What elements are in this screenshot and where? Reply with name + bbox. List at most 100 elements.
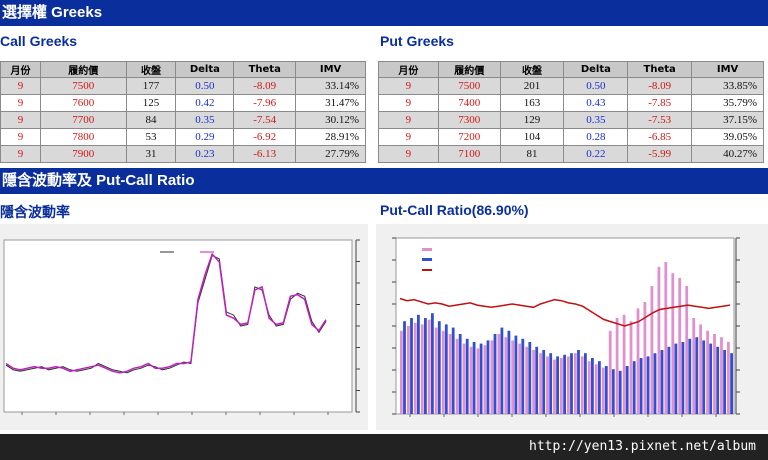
call-volume-bar [587, 361, 591, 414]
table-row: 9 7600 125 0.42 -7.96 31.47% [0, 94, 366, 112]
put-volume-bar [577, 350, 580, 414]
theta-cell: -7.96 [233, 94, 297, 112]
call-volume-bar [413, 322, 417, 414]
call-volume-bar [455, 338, 459, 414]
put-greeks-table: 月份 履約價 收盤 Delta Theta IMV 9 7500 201 0.50 -8.09 33… [378, 61, 764, 163]
put-volume-bar [431, 313, 434, 414]
strike-cell: 7500 [39, 77, 127, 95]
close-cell: 84 [125, 111, 177, 129]
column-header: Theta [627, 61, 693, 78]
call-volume-bar [580, 356, 584, 414]
column-header: 月份 [0, 61, 41, 78]
put-volume-bar [500, 327, 504, 414]
put-volume-bar [570, 353, 573, 414]
call-volume-bar [532, 350, 535, 414]
month-cell: 9 [0, 145, 41, 163]
table-row: 9 7400 163 0.43 -7.85 35.79% [378, 94, 764, 112]
legend-swatch [422, 258, 432, 261]
call-volume-bar [434, 327, 438, 414]
close-cell: 104 [499, 128, 565, 146]
theta-cell: -8.09 [627, 77, 693, 95]
imv-cell: 37.15% [691, 111, 764, 129]
put-volume-bar [709, 343, 713, 414]
column-header: 履約價 [39, 61, 127, 78]
column-header: Theta [233, 61, 297, 78]
put-volume-bar [598, 361, 601, 414]
pcr-chart [392, 237, 740, 417]
imv-cell: 40.27% [691, 145, 764, 163]
call-volume-bar [441, 330, 445, 414]
theta-cell: -6.92 [233, 128, 297, 146]
put-volume-bar [451, 327, 455, 414]
call-volume-bar [560, 358, 563, 414]
put-volume-bar [556, 356, 559, 414]
theta-cell: -5.99 [627, 145, 693, 163]
put-volume-bar [465, 338, 469, 414]
call-volume-bar [622, 314, 626, 414]
put-volume-bar [695, 337, 699, 414]
put-volume-bar [437, 321, 441, 414]
put-volume-bar [528, 342, 532, 414]
table-row: 9 7900 31 0.23 -6.13 27.79% [0, 145, 366, 163]
call-volume-bar [567, 356, 570, 414]
strike-cell: 7500 [437, 77, 501, 95]
column-header: 履約價 [437, 61, 501, 78]
put-volume-bar [514, 335, 518, 414]
imv-cell: 27.79% [295, 145, 366, 163]
column-header: 月份 [378, 61, 439, 78]
call-volume-bar [636, 308, 640, 414]
call-volume-bar [427, 319, 431, 414]
delta-cell: 0.22 [563, 145, 629, 163]
call-volume-bar [539, 353, 542, 414]
call-volume-bar [601, 367, 605, 414]
month-cell: 9 [0, 94, 41, 112]
series-line [5, 252, 327, 374]
close-cell: 81 [499, 145, 565, 163]
put-volume-bar [549, 353, 553, 414]
call-volume-bar [407, 326, 410, 414]
put-volume-bar [486, 340, 490, 414]
close-cell: 201 [499, 77, 565, 95]
theta-cell: -7.85 [627, 94, 693, 112]
close-cell: 31 [125, 145, 177, 163]
call-volume-bar [664, 262, 668, 414]
column-header: Delta [175, 61, 235, 78]
pcr-line [399, 297, 731, 327]
month-cell: 9 [378, 111, 439, 129]
month-cell: 9 [378, 94, 439, 112]
imv-cell: 28.91% [295, 128, 366, 146]
put-volume-bar [507, 330, 511, 414]
call-volume-bar [692, 318, 696, 414]
call-volume-bar [615, 318, 619, 414]
call-volume-bar [699, 324, 702, 414]
table-row: 9 7700 84 0.35 -7.54 30.12% [0, 111, 366, 129]
month-cell: 9 [0, 128, 41, 146]
put-volume-bar [723, 350, 726, 414]
close-cell: 125 [125, 94, 177, 112]
put-greeks-title: Put Greeks [380, 33, 454, 49]
put-volume-bar [646, 356, 650, 414]
strike-cell: 7400 [437, 94, 501, 112]
close-cell: 129 [499, 111, 565, 129]
call-volume-bar [678, 278, 682, 414]
iv-pcr-section-header: 隱含波動率及 Put-Call Ratio [0, 168, 768, 194]
delta-cell: 0.50 [563, 77, 629, 95]
footer-url[interactable]: http://yen13.pixnet.net/album [0, 434, 768, 460]
table-row: 9 7500 177 0.50 -8.09 33.14% [0, 77, 366, 95]
theta-cell: -6.85 [627, 128, 693, 146]
put-volume-bar [584, 353, 587, 414]
call-volume-bar [420, 324, 424, 414]
call-volume-bar [448, 334, 452, 414]
put-volume-bar [542, 350, 546, 414]
call-volume-bar [490, 340, 494, 414]
call-volume-bar [476, 348, 480, 414]
put-volume-bar [410, 318, 413, 414]
put-volume-bar [458, 334, 462, 414]
column-header: IMV [295, 61, 366, 78]
imv-cell: 30.12% [295, 111, 366, 129]
iv-chart-title: 隱含波動率 [0, 204, 70, 220]
theta-cell: -7.54 [233, 111, 297, 129]
call-volume-bar [497, 334, 501, 414]
table-row: 9 7300 129 0.35 -7.53 37.15% [378, 111, 764, 129]
call-volume-bar [727, 342, 730, 414]
